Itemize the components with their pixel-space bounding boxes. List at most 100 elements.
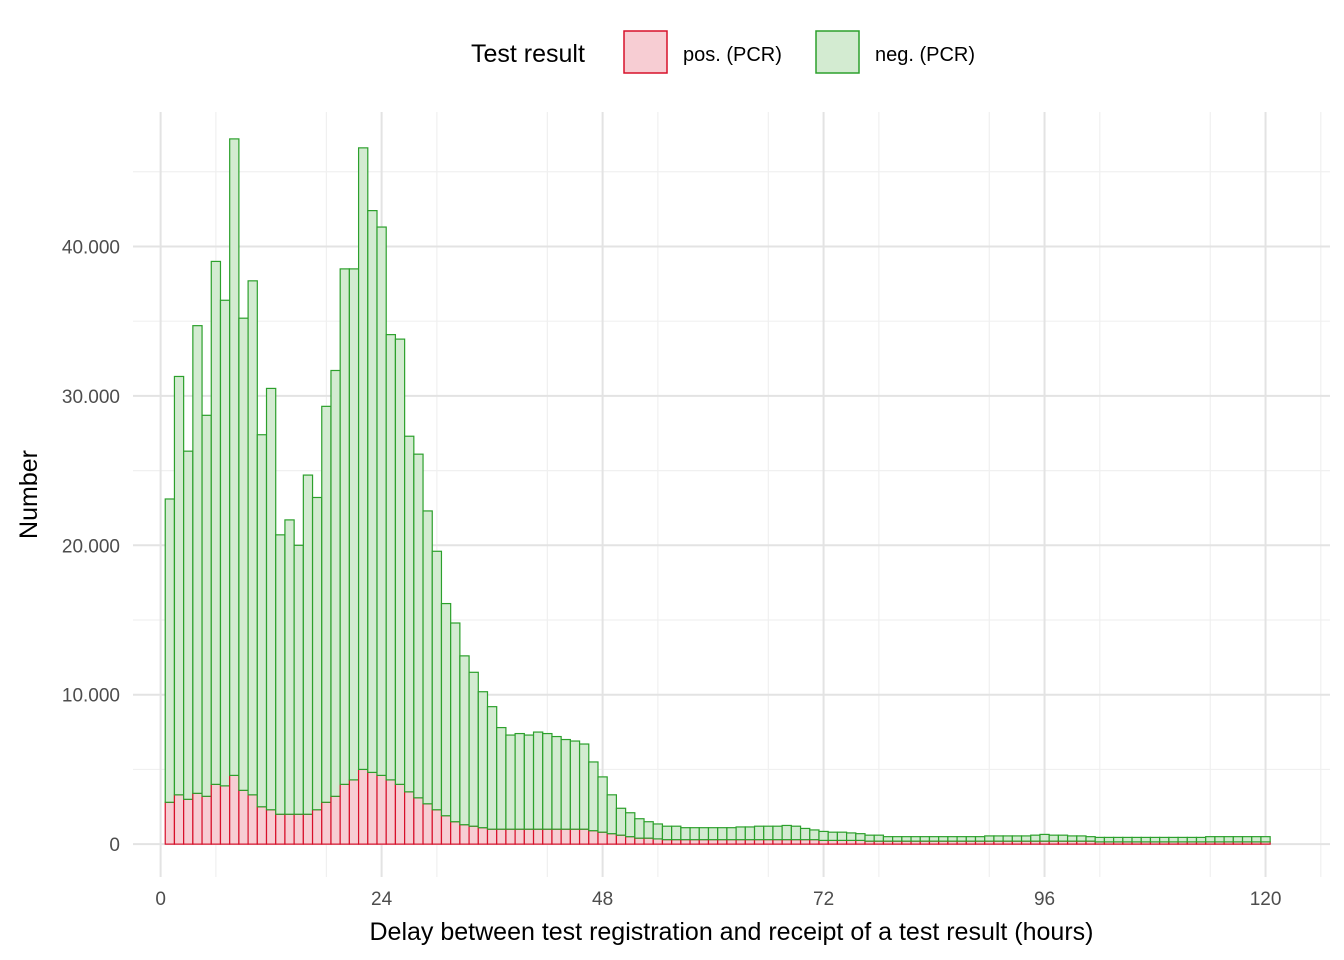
bar-neg-pcr — [698, 827, 710, 841]
bar-neg-pcr — [1131, 836, 1142, 843]
bar-neg-pcr — [910, 836, 921, 842]
bar-pos-pcr — [311, 809, 323, 845]
bar-pos-pcr — [229, 774, 240, 845]
bar-pos-pcr — [606, 833, 618, 845]
bar-neg-pcr — [836, 831, 848, 841]
x-tick-label: 72 — [813, 889, 834, 910]
bar-pos-pcr — [625, 836, 636, 845]
bar-pos-pcr — [496, 828, 507, 845]
bar-pos-pcr — [698, 839, 710, 845]
bar-neg-pcr — [928, 836, 940, 842]
bar-neg-pcr — [671, 825, 682, 841]
bar-neg-pcr — [1030, 834, 1041, 842]
bar-pos-pcr — [486, 828, 498, 845]
bar-neg-pcr — [173, 375, 185, 796]
bar-pos-pcr — [348, 779, 360, 845]
bar-neg-pcr — [201, 414, 212, 797]
bar-pos-pcr — [707, 839, 719, 845]
bar-neg-pcr — [974, 836, 986, 842]
legend-key-pos-pcr — [623, 30, 668, 74]
bar-neg-pcr — [560, 738, 571, 830]
bar-neg-pcr — [882, 836, 894, 842]
bar-neg-pcr — [321, 405, 332, 803]
bar-pos-pcr — [634, 837, 645, 845]
legend: Test result pos. (PCR) neg. (PCR) — [471, 30, 975, 74]
bar-neg-pcr — [413, 453, 424, 799]
bar-neg-pcr — [265, 387, 277, 811]
x-tick-label: 48 — [592, 889, 613, 910]
x-tick-label: 96 — [1034, 889, 1055, 910]
bar-pos-pcr — [532, 828, 544, 845]
x-tick-label: 120 — [1250, 889, 1282, 910]
bar-neg-pcr — [984, 835, 995, 842]
bar-neg-pcr — [661, 825, 673, 841]
bar-pos-pcr — [597, 831, 608, 845]
bar-pos-pcr — [302, 813, 314, 845]
bar-pos-pcr — [514, 828, 525, 845]
bar-neg-pcr — [827, 831, 838, 841]
bar-pos-pcr — [477, 827, 489, 845]
x-axis-title: Delay between test registration and rece… — [370, 918, 1094, 946]
bar-neg-pcr — [809, 829, 820, 841]
bar-neg-pcr — [625, 812, 636, 838]
bar-pos-pcr — [431, 809, 443, 845]
bar-neg-pcr — [1260, 836, 1271, 843]
bar-neg-pcr — [643, 821, 654, 839]
bar-pos-pcr — [578, 828, 590, 845]
bar-neg-pcr — [1195, 836, 1207, 843]
bar-neg-pcr — [634, 818, 645, 839]
bar-pos-pcr — [781, 839, 792, 845]
bar-neg-pcr — [965, 836, 977, 842]
x-axis-ticks: 0 24 48 72 96 120 — [155, 889, 1281, 910]
bar-neg-pcr — [1094, 836, 1106, 843]
bar-neg-pcr — [1186, 836, 1198, 843]
bar-neg-pcr — [1076, 835, 1087, 842]
bar-neg-pcr — [1057, 834, 1069, 842]
bar-neg-pcr — [394, 338, 406, 785]
bar-pos-pcr — [505, 828, 516, 845]
bar-neg-pcr — [901, 836, 912, 842]
bar-pos-pcr — [744, 839, 756, 845]
bar-pos-pcr — [173, 794, 185, 845]
bar-neg-pcr — [938, 836, 949, 842]
bar-neg-pcr — [744, 826, 756, 841]
bar-neg-pcr — [210, 260, 222, 785]
bar-neg-pcr — [1177, 836, 1188, 843]
y-tick-label: 30.000 — [62, 387, 120, 408]
bar-neg-pcr — [652, 823, 664, 840]
x-tick-label: 24 — [371, 889, 393, 910]
bar-neg-pcr — [606, 794, 618, 835]
bar-pos-pcr — [542, 828, 553, 845]
bar-neg-pcr — [376, 226, 387, 776]
bar-neg-pcr — [183, 450, 194, 800]
bar-neg-pcr — [892, 836, 903, 842]
y-tick-label: 40.000 — [62, 237, 120, 258]
bar-pos-pcr — [413, 797, 424, 845]
bar-pos-pcr — [468, 825, 479, 845]
bar-neg-pcr — [1140, 836, 1152, 843]
bar-neg-pcr — [799, 827, 811, 841]
bar-pos-pcr — [680, 839, 691, 845]
bar-neg-pcr — [514, 732, 525, 830]
y-axis-title: Number — [15, 450, 43, 539]
bar-pos-pcr — [735, 839, 746, 845]
bar-neg-pcr — [615, 807, 627, 836]
bar-neg-pcr — [1103, 836, 1115, 843]
bar-pos-pcr — [661, 839, 673, 845]
bar-pos-pcr — [376, 774, 387, 845]
bar-pos-pcr — [459, 824, 470, 845]
bar-pos-pcr — [560, 828, 571, 845]
bar-pos-pcr — [643, 837, 654, 845]
bar-neg-pcr — [753, 825, 765, 841]
bar-neg-pcr — [588, 761, 599, 832]
bar-neg-pcr — [505, 734, 516, 830]
bar-neg-pcr — [551, 735, 562, 830]
bar-neg-pcr — [219, 299, 231, 787]
bar-pos-pcr — [689, 839, 700, 845]
bar-neg-pcr — [404, 435, 415, 793]
bar-pos-pcr — [183, 798, 194, 845]
bar-neg-pcr — [1241, 836, 1253, 843]
bar-neg-pcr — [256, 434, 268, 808]
bar-neg-pcr — [532, 731, 544, 830]
y-tick-label: 20.000 — [62, 536, 120, 557]
